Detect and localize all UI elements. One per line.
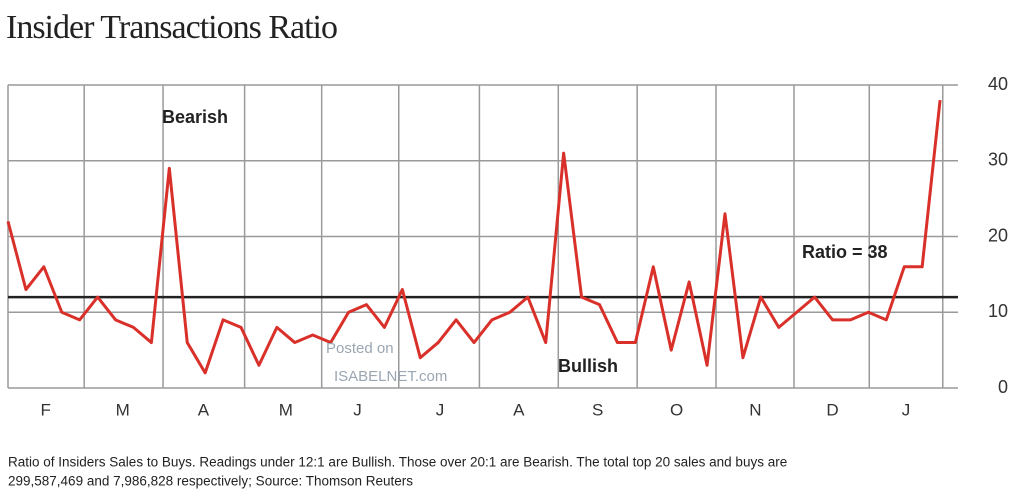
x-tick-label: A: [198, 400, 210, 419]
x-tick-label: N: [749, 400, 761, 419]
x-tick-label: J: [353, 400, 362, 419]
chart-title: Insider Transactions Ratio: [6, 9, 337, 46]
plot-area: 0 10 20 30 40 F M A M J J A S O N D J: [6, 74, 1008, 419]
y-tick-label: 40: [988, 74, 1008, 94]
y-tick-label: 20: [988, 225, 1008, 245]
x-tick-label: M: [116, 400, 130, 419]
x-tick-label: J: [902, 400, 911, 419]
annotation: Bullish: [558, 356, 618, 376]
line-series: [6, 99, 942, 375]
caption: 299,587,469 and 7,986,828 respectively; …: [8, 474, 413, 489]
x-tick-label: S: [592, 400, 603, 419]
y-tick-label: 30: [988, 150, 1008, 170]
annotation: Bearish: [162, 107, 228, 127]
y-tick-label: 0: [998, 377, 1008, 397]
x-tick-label: D: [826, 400, 838, 419]
x-tick-label: J: [436, 400, 445, 419]
watermark: Posted on: [326, 340, 394, 357]
y-tick-label: 10: [988, 301, 1008, 321]
x-tick-label: O: [670, 400, 683, 419]
annotation: Ratio = 38: [802, 242, 888, 262]
watermark: ISABELNET.com: [334, 368, 447, 385]
caption: Ratio of Insiders Sales to Buys. Reading…: [8, 455, 787, 470]
x-tick-label: F: [40, 400, 50, 419]
x-tick-label: M: [279, 400, 293, 419]
x-tick-label: A: [513, 400, 525, 419]
